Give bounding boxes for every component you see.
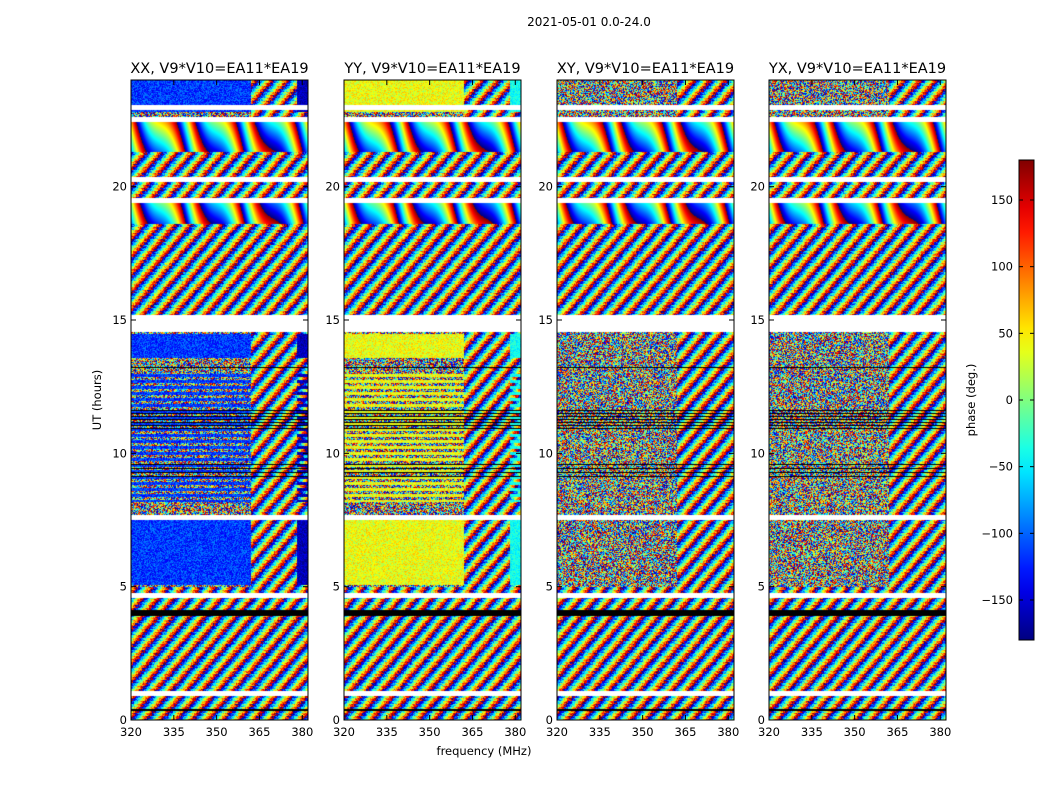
y-tick-label: 10 [750, 446, 765, 460]
y-tick-label: 10 [112, 446, 127, 460]
y-tick-label: 5 [758, 580, 765, 594]
y-tick-label: 10 [325, 446, 340, 460]
x-tick-label: 335 [589, 725, 611, 739]
y-tick-label: 10 [538, 446, 553, 460]
panel-1: XX, V9*V10=EA11*EA19 320 335 350 365 380 0 5 10 1… [112, 61, 313, 739]
y-tick-label: 0 [758, 713, 765, 727]
panel-1-phase-image [131, 80, 308, 720]
colorbar-tick-label: −50 [989, 460, 1013, 474]
x-tick-label: 350 [844, 725, 866, 739]
y-tick-label: 20 [325, 180, 340, 194]
x-tick-label: 320 [758, 725, 780, 739]
y-tick-label: 0 [546, 713, 553, 727]
y-tick-label: 0 [120, 713, 127, 727]
y-tick-label: 20 [112, 180, 127, 194]
panel-1-title: XX, V9*V10=EA11*EA19 [130, 61, 308, 77]
x-tick-label: 380 [717, 725, 739, 739]
y-tick-label: 0 [333, 713, 340, 727]
panel-3-phase-image [557, 80, 734, 720]
panel-3-title: XY, V9*V10=EA11*EA19 [557, 61, 734, 77]
colorbar-tick-label: −150 [981, 593, 1013, 607]
x-tick-label: 335 [163, 725, 185, 739]
x-tick-label: 380 [504, 725, 526, 739]
panel-4-title: YX, V9*V10=EA11*EA19 [768, 61, 946, 77]
panels: XX, V9*V10=EA11*EA19 320 335 350 365 380 0 5 10 1… [112, 61, 951, 739]
y-tick-label: 5 [546, 580, 553, 594]
y-tick-label: 5 [120, 580, 127, 594]
panel-4-frame [768, 79, 947, 721]
x-tick-label: 350 [419, 725, 441, 739]
figure-title: 2021-05-01 0.0-24.0 [527, 15, 651, 29]
x-tick-label: 365 [248, 725, 270, 739]
colorbar: 150 100 50 0 −50 −100 −150 [981, 159, 1035, 641]
panel-4-phase-image [769, 80, 946, 720]
y-tick-label: 15 [112, 313, 127, 327]
panel-3: XY, V9*V10=EA11*EA19 320 335 350 365 380 0 5 10 1… [538, 61, 739, 739]
panel-2-title: YY, V9*V10=EA11*EA19 [343, 61, 520, 77]
x-axis-label: frequency (MHz) [437, 744, 532, 758]
x-tick-label: 335 [376, 725, 398, 739]
y-axis-label: UT (hours) [90, 370, 104, 430]
x-tick-label: 335 [801, 725, 823, 739]
colorbar-tick-label: 100 [991, 260, 1013, 274]
panel-2-frame [343, 79, 522, 721]
x-tick-label: 320 [333, 725, 355, 739]
x-tick-label: 350 [206, 725, 228, 739]
x-tick-label: 350 [632, 725, 654, 739]
y-tick-label: 5 [333, 580, 340, 594]
x-tick-label: 380 [291, 725, 313, 739]
panel-4: YX, V9*V10=EA11*EA19 320 335 350 365 380 0 5 10 1… [750, 61, 951, 739]
x-tick-label: 320 [120, 725, 142, 739]
y-tick-label: 15 [750, 313, 765, 327]
x-tick-label: 365 [461, 725, 483, 739]
y-tick-label: 20 [538, 180, 553, 194]
y-tick-label: 15 [538, 313, 553, 327]
colorbar-tick-label: −100 [981, 526, 1013, 540]
panel-3-frame [556, 79, 735, 721]
y-tick-label: 20 [750, 180, 765, 194]
panel-2-phase-image [344, 80, 521, 720]
x-tick-label: 365 [674, 725, 696, 739]
panel-1-frame [130, 79, 309, 721]
x-tick-label: 320 [546, 725, 568, 739]
x-tick-label: 380 [929, 725, 951, 739]
colorbar-tick-label: 50 [998, 326, 1013, 340]
colorbar-tick-label: 150 [991, 193, 1013, 207]
x-tick-label: 365 [886, 725, 908, 739]
panel-2: YY, V9*V10=EA11*EA19 320 335 350 365 380 0 5 10 1… [325, 61, 526, 739]
y-tick-label: 15 [325, 313, 340, 327]
colorbar-label: phase (deg.) [964, 364, 978, 437]
colorbar-tick-label: 0 [1006, 393, 1013, 407]
